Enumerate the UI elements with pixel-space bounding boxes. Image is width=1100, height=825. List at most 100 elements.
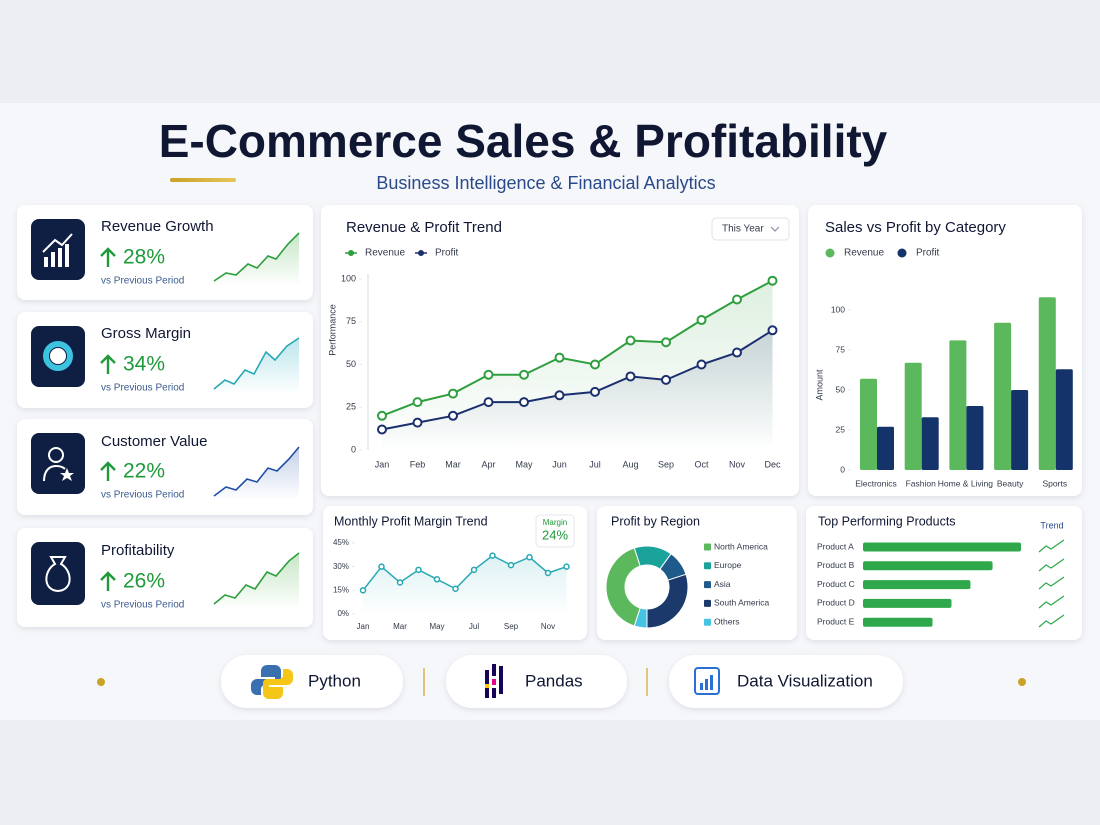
y-tick-label: Product C [817,579,855,589]
y-tick-label: 25 [346,402,356,412]
legend-swatch [704,562,711,570]
y-tick-label: Product A [817,541,854,551]
pandas-logo [485,664,503,698]
legend-swatch [704,618,711,626]
data-point [452,585,459,593]
area [363,555,567,614]
kpi-value: 28% [123,246,165,269]
icon-glyph [42,233,73,267]
x-tick-label: Aug [622,459,638,469]
data-point [433,576,441,583]
kpi-title: Revenue Growth [101,218,214,235]
sparkline [213,446,300,497]
bar [863,542,1021,552]
bar [863,580,971,590]
area [382,330,773,450]
data-point [483,397,494,408]
divider-dot [1018,678,1026,686]
data-point [554,390,565,401]
x-tick-label: Nov [541,622,555,631]
chart-title: Revenue & Profit Trend [346,219,502,236]
data-point [359,587,367,594]
data-point [767,325,778,336]
y-tick-label: 0 [351,444,356,454]
legend-label: Others [714,616,740,626]
x-tick-label: Feb [410,459,426,469]
bar [1038,297,1056,470]
chart-title: Sales vs Profit by Category [825,219,1006,236]
kpi-value: 26% [123,570,165,593]
bar [949,340,967,470]
data-point [507,561,515,569]
legend-swatch [418,250,424,256]
up-arrow [100,461,116,481]
data-point [625,335,636,346]
data-point [544,569,552,577]
chart-title: Profit by Region [611,514,700,528]
sparkline [213,337,300,390]
y-axis-label: Performance [327,304,337,356]
legend-label: Revenue [844,248,884,259]
data-point [519,369,529,380]
legend-label: Profit [435,248,459,259]
y-tick-label: 75 [346,316,356,326]
y-tick-label: 0 [840,464,845,474]
column-label: Trend [1040,520,1063,530]
kpi-icon [31,542,85,605]
kpi-card: Customer Value 22% vs Previous Period [17,419,313,515]
legend-swatch [704,599,711,607]
icon-glyph [43,447,66,482]
data-point [519,397,529,408]
y-tick-label: 0% [337,609,349,618]
x-tick-label: Jan [357,622,370,631]
x-tick-label: May [515,459,533,469]
x-tick-label: Mar [393,622,407,631]
data-point [483,369,494,380]
bar [860,378,877,470]
x-tick-label: Apr [481,459,495,469]
annotation-label: Margin [543,518,567,527]
legend-swatch [897,248,907,258]
up-arrow [100,247,116,267]
data-point [448,388,458,399]
legend-swatch [825,248,835,258]
y-tick-label: 50 [836,384,846,394]
icon-glyph [45,556,71,593]
dropdown[interactable] [711,217,790,241]
legend-label: Europe [714,560,742,570]
sparkline-area [214,553,299,609]
title-underline [170,178,236,182]
page-subtitle: Business Intelligence & Financial Analyt… [376,173,715,193]
kpi-value: 34% [123,353,165,376]
up-arrow [100,354,116,374]
x-tick-label: Electronics [855,478,897,488]
chart-title: Monthly Profit Margin Trend [334,514,488,528]
kpi-title: Profitability [101,542,175,559]
bar [994,322,1012,470]
line [362,554,567,591]
data-point [625,371,636,382]
legend-swatch [348,250,354,256]
kpi-note: vs Previous Period [101,490,184,501]
y-tick-label: 25 [836,424,846,434]
chevron [770,226,780,232]
data-point [412,417,423,428]
sparkline [213,232,300,282]
kpi-value: 22% [123,460,165,483]
data-point [489,552,496,559]
bar [877,426,894,470]
y-tick-label: 30% [333,562,349,571]
x-tick-label: Sep [658,459,674,469]
y-tick-label: 50 [346,359,356,369]
icon-glyph [50,348,66,364]
legend-label: Revenue [365,248,405,259]
trend-icons [1038,539,1065,628]
data-point [767,275,778,286]
legend-swatch [704,581,711,589]
chart-title: Top Performing Products [818,514,956,528]
y-tick-label: 45% [333,538,349,547]
sparkline-area [214,447,299,500]
legend-swatch [704,543,711,551]
